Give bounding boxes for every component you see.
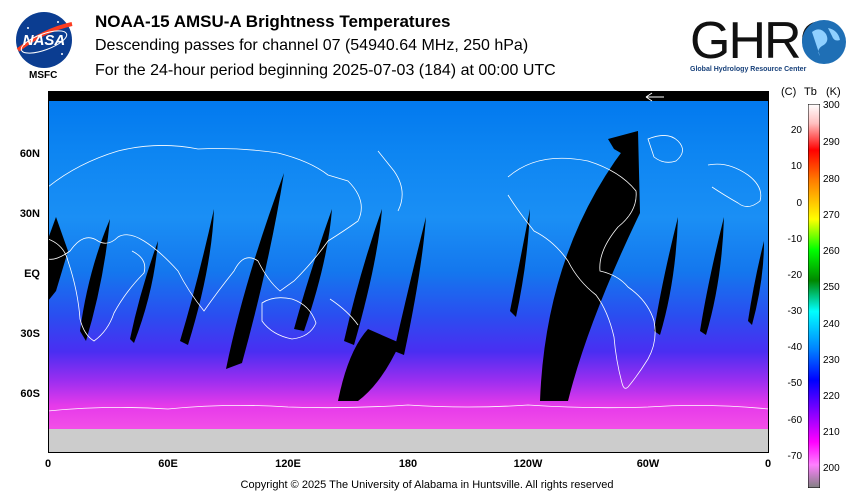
lat-label-30s: 30S [20, 328, 40, 340]
copyright-footer: Copyright © 2025 The University of Alaba… [240, 479, 614, 491]
lon-label-60w: 60W [636, 458, 660, 470]
lon-label-60e: 60E [158, 458, 178, 470]
kelvin-tick-210: 210 [823, 427, 840, 438]
coastlines [48, 135, 769, 412]
celsius-tick-minus30: -30 [787, 306, 802, 317]
nasa-logo-text: NASA [23, 32, 66, 49]
brightness-map [48, 91, 769, 453]
colorbar-header-c: (C) [781, 86, 797, 98]
celsius-tick-10: 10 [790, 161, 802, 172]
kelvin-tick-200: 200 [823, 463, 840, 474]
lon-label-120e: 120E [275, 458, 301, 470]
celsius-tick-minus50: -50 [787, 378, 802, 389]
lat-label-60n: 60N [19, 148, 40, 160]
kelvin-tick-240: 240 [823, 319, 840, 330]
lon-label-180: 180 [398, 458, 418, 470]
kelvin-tick-290: 290 [823, 137, 840, 148]
celsius-tick-minus20: -20 [787, 270, 802, 281]
lon-label-0-west: 0 [44, 458, 52, 470]
kelvin-tick-220: 220 [823, 391, 840, 402]
kelvin-tick-280: 280 [823, 174, 840, 185]
temperature-field [48, 91, 769, 453]
ghrc-subtitle: Global Hydrology Resource Center [690, 66, 807, 73]
lon-label-0-east: 0 [764, 458, 772, 470]
kelvin-tick-300: 300 [823, 100, 840, 111]
lat-label-30n: 30N [19, 208, 40, 220]
colorbar-header-k: (K) [826, 86, 841, 98]
celsius-tick-minus40: -40 [787, 342, 802, 353]
page-title: NOAA-15 AMSU-A Brightness Temperatures [95, 12, 451, 31]
celsius-tick-minus60: -60 [787, 415, 802, 426]
antarctic-region [48, 429, 769, 453]
ghrc-logo: GHRC [690, 12, 846, 70]
kelvin-tick-270: 270 [823, 210, 840, 221]
celsius-tick-0: 0 [796, 198, 802, 209]
kelvin-tick-260: 260 [823, 246, 840, 257]
colorbar-header-tb: Tb [804, 86, 817, 98]
kelvin-tick-230: 230 [823, 355, 840, 366]
celsius-tick-minus70: -70 [787, 451, 802, 462]
colorbar [808, 104, 820, 488]
lat-label-eq: EQ [24, 268, 40, 280]
lat-label-60s: 60S [20, 388, 40, 400]
no-data-band-north [48, 91, 769, 101]
msfc-label: MSFC [29, 70, 58, 81]
lon-label-120w: 120W [513, 458, 543, 470]
celsius-tick-minus10: -10 [787, 234, 802, 245]
nasa-logo: NASA [16, 12, 73, 68]
channel-subtitle: Descending passes for channel 07 (54940.… [95, 37, 529, 54]
period-subtitle: For the 24-hour period beginning 2025-07… [95, 62, 556, 79]
celsius-tick-20: 20 [790, 125, 802, 136]
arrow-marker [645, 92, 664, 102]
kelvin-tick-250: 250 [823, 282, 840, 293]
orbit-gaps [48, 131, 764, 401]
